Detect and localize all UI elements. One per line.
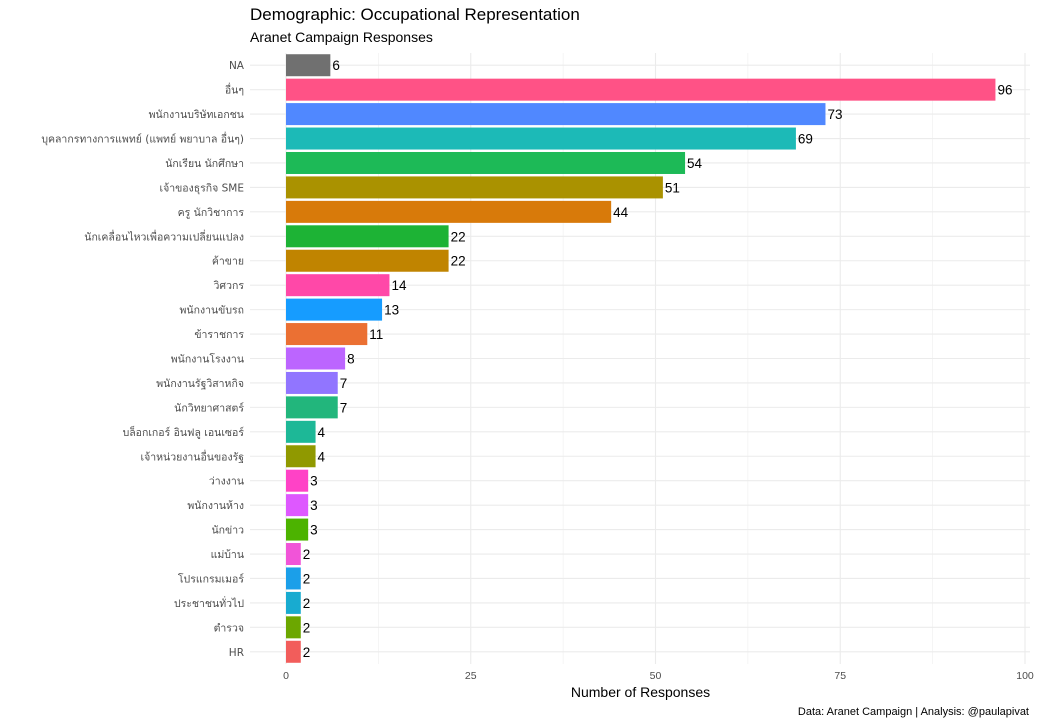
data-label: 96 bbox=[997, 83, 1012, 98]
category-label: ครู นักวิชาการ bbox=[178, 207, 245, 219]
category-label: นักเรียน นักศึกษา bbox=[165, 157, 244, 170]
bar bbox=[286, 494, 309, 517]
category-label: อื่นๆ bbox=[225, 83, 244, 97]
data-label: 2 bbox=[303, 645, 311, 660]
category-label: ว่างงาน bbox=[209, 476, 244, 488]
chart-subtitle: Aranet Campaign Responses bbox=[250, 29, 433, 45]
category-label: พนักงานบริษัทเอกชน bbox=[149, 109, 244, 121]
chart-caption: Data: Aranet Campaign | Analysis: @paula… bbox=[797, 706, 1029, 718]
bars-group bbox=[286, 54, 996, 663]
category-label: วิศวกร bbox=[213, 280, 244, 292]
category-label: พนักงานห้าง bbox=[187, 500, 244, 512]
data-label: 22 bbox=[451, 254, 466, 269]
category-label: โปรแกรมเมอร์ bbox=[178, 572, 244, 585]
bar bbox=[286, 347, 346, 370]
data-label: 7 bbox=[340, 376, 348, 391]
category-label: เจ้าหน่วยงานอื่นของรัฐ bbox=[140, 449, 244, 463]
category-label: นักเคลื่อนไหวเพื่อความเปลี่ยนแปลง bbox=[84, 229, 244, 243]
x-tick-label: 25 bbox=[465, 670, 477, 682]
category-label: นักวิทยาศาสตร์ bbox=[174, 401, 244, 414]
data-label: 73 bbox=[827, 107, 842, 122]
bar bbox=[286, 54, 331, 77]
x-axis-label: Number of Responses bbox=[571, 684, 710, 700]
data-label: 4 bbox=[318, 449, 326, 464]
data-label: 8 bbox=[347, 352, 355, 367]
bar bbox=[286, 323, 368, 346]
category-label: พนักงานขับรถ bbox=[180, 305, 245, 317]
bar bbox=[286, 591, 301, 614]
bar bbox=[286, 469, 309, 492]
bar bbox=[286, 640, 301, 663]
bar bbox=[286, 396, 338, 419]
category-label: ค้าขาย bbox=[212, 256, 244, 268]
bar bbox=[286, 103, 826, 126]
bar bbox=[286, 616, 301, 639]
bar bbox=[286, 78, 996, 101]
bar bbox=[286, 225, 449, 248]
bar bbox=[286, 518, 309, 541]
data-label: 3 bbox=[310, 498, 318, 513]
data-label: 69 bbox=[798, 132, 813, 147]
bar bbox=[286, 420, 316, 443]
bar bbox=[286, 151, 686, 174]
category-label: เจ้าของธุรกิจ SME bbox=[159, 182, 244, 194]
bar bbox=[286, 445, 316, 468]
data-label: 2 bbox=[303, 596, 311, 611]
data-label: 11 bbox=[369, 327, 383, 342]
x-tick-label: 75 bbox=[834, 670, 846, 682]
category-label: พนักงานโรงงาน bbox=[171, 353, 244, 366]
category-label: นักข่าว bbox=[211, 525, 244, 537]
chart-title: Demographic: Occupational Representation bbox=[250, 5, 580, 24]
data-label: 51 bbox=[665, 180, 680, 195]
x-tick-labels: 0 25 50 75 100 bbox=[283, 670, 1034, 682]
category-label: HR bbox=[229, 647, 244, 659]
data-label: 13 bbox=[384, 303, 399, 318]
bar bbox=[286, 249, 449, 272]
category-label: แม่บ้าน bbox=[211, 549, 244, 561]
category-label: บล็อกเกอร์ อินฟลู เอนเซอร์ bbox=[123, 425, 245, 439]
category-label: พนักงานรัฐวิสาหกิจ bbox=[156, 378, 244, 390]
x-tick-label: 0 bbox=[283, 670, 289, 682]
data-label: 3 bbox=[310, 474, 318, 489]
bar bbox=[286, 176, 663, 199]
x-tick-label: 100 bbox=[1016, 670, 1034, 682]
category-label: บุคลากรทางการแพทย์ (แพทย์ พยาบาล อื่นๆ) bbox=[41, 132, 244, 146]
category-label: NA bbox=[229, 60, 245, 72]
bar bbox=[286, 543, 301, 566]
bar bbox=[286, 127, 796, 150]
data-label: 44 bbox=[613, 205, 629, 220]
x-tick-label: 50 bbox=[650, 670, 662, 682]
category-label: ประชาชนทั่วไป bbox=[174, 596, 244, 610]
data-label: 54 bbox=[687, 156, 703, 171]
data-label: 7 bbox=[340, 400, 348, 415]
bar bbox=[286, 371, 338, 394]
data-label: 6 bbox=[332, 58, 340, 73]
data-label: 2 bbox=[303, 571, 311, 586]
bar bbox=[286, 200, 612, 223]
data-label: 3 bbox=[310, 523, 318, 538]
data-label: 14 bbox=[391, 278, 407, 293]
bar bbox=[286, 298, 383, 321]
bar bbox=[286, 567, 301, 590]
data-label: 4 bbox=[318, 425, 326, 440]
category-labels: NA อื่นๆพนักงานบริษัทเอกชนบุคลากรทางการแพ… bbox=[41, 60, 244, 659]
category-label: ตำรวจ bbox=[214, 622, 244, 634]
data-label: 2 bbox=[303, 620, 311, 635]
data-label: 2 bbox=[303, 547, 311, 562]
data-label: 22 bbox=[451, 229, 466, 244]
category-label: ข้าราชการ bbox=[194, 329, 244, 341]
bar bbox=[286, 274, 390, 297]
